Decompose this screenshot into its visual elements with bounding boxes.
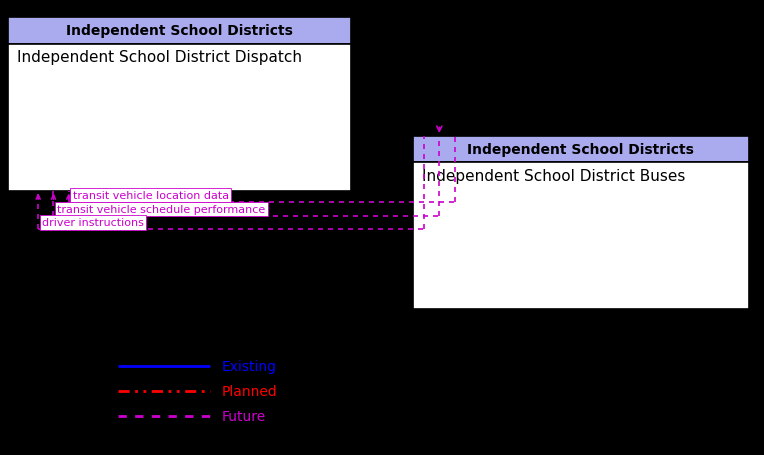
Text: transit vehicle schedule performance: transit vehicle schedule performance [57, 204, 266, 214]
Bar [8, 18, 351, 45]
Text: driver instructions: driver instructions [42, 218, 144, 228]
Text: Independent School Districts: Independent School Districts [66, 25, 293, 38]
Text: transit vehicle location data: transit vehicle location data [73, 191, 228, 201]
Text: Existing: Existing [222, 359, 277, 373]
Text: Planned: Planned [222, 384, 277, 398]
Bar [413, 163, 749, 309]
Text: Independent School Districts: Independent School Districts [468, 143, 694, 157]
Text: Future: Future [222, 410, 266, 423]
Text: Independent School District Buses: Independent School District Buses [422, 168, 685, 183]
Bar [413, 136, 749, 163]
Text: Independent School District Dispatch: Independent School District Dispatch [17, 50, 302, 65]
Bar [8, 45, 351, 191]
